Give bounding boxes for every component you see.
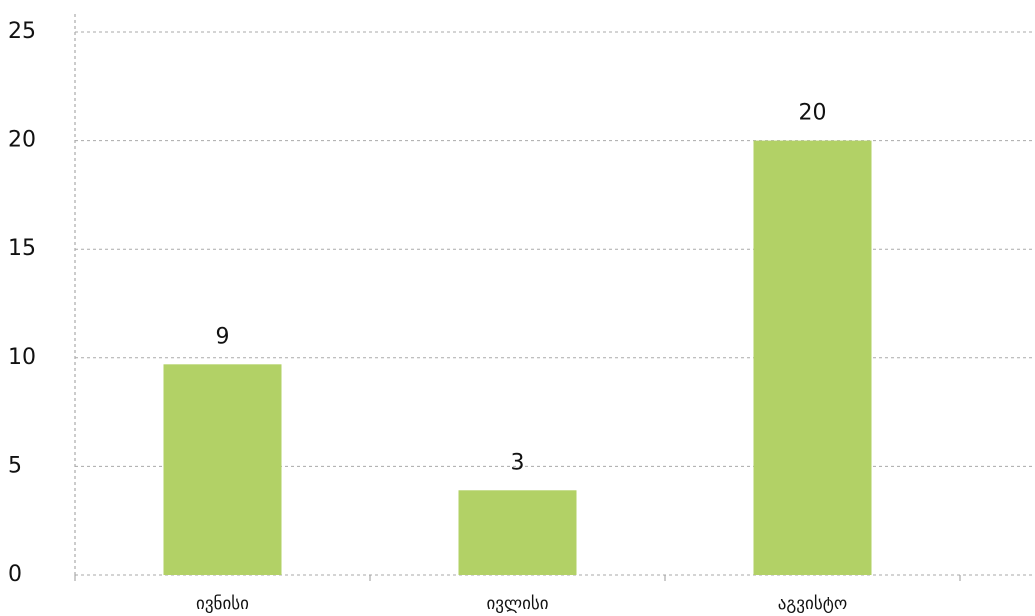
x-tick-label: ივლისი bbox=[486, 594, 548, 614]
y-tick-label: 15 bbox=[8, 236, 36, 261]
x-tick-label: აგვისტო bbox=[778, 594, 847, 614]
y-tick-label: 0 bbox=[8, 562, 22, 587]
x-tick-label: ივნისი bbox=[196, 594, 249, 614]
y-tick-label: 5 bbox=[8, 453, 22, 478]
bar bbox=[753, 140, 872, 575]
y-tick-label: 25 bbox=[8, 19, 36, 44]
value-label: 3 bbox=[511, 450, 525, 475]
bar bbox=[458, 490, 577, 575]
y-tick-label: 20 bbox=[8, 128, 36, 153]
value-label: 20 bbox=[799, 101, 827, 126]
value-label: 9 bbox=[216, 324, 230, 349]
bar bbox=[163, 364, 282, 575]
y-tick-label: 10 bbox=[8, 345, 36, 370]
